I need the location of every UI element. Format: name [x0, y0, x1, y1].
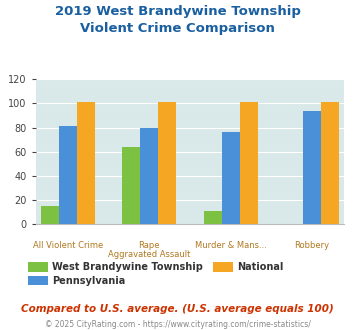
Text: Aggravated Assault: Aggravated Assault [108, 250, 190, 259]
Text: West Brandywine Township: West Brandywine Township [52, 262, 203, 272]
Bar [77, 102, 95, 224]
Text: Pennsylvania: Pennsylvania [52, 276, 125, 285]
Bar [240, 102, 257, 224]
Bar [41, 206, 59, 224]
Bar [59, 126, 77, 224]
Bar [140, 128, 158, 224]
Text: Robbery: Robbery [295, 241, 330, 250]
Text: © 2025 CityRating.com - https://www.cityrating.com/crime-statistics/: © 2025 CityRating.com - https://www.city… [45, 319, 310, 329]
Text: Murder & Mans...: Murder & Mans... [195, 241, 267, 250]
Bar [122, 147, 140, 224]
Bar [222, 132, 240, 224]
Bar [158, 102, 176, 224]
Bar [303, 111, 321, 224]
Text: All Violent Crime: All Violent Crime [33, 241, 103, 250]
Bar [321, 102, 339, 224]
Text: Rape: Rape [138, 241, 160, 250]
Text: 2019 West Brandywine Township
Violent Crime Comparison: 2019 West Brandywine Township Violent Cr… [55, 5, 300, 35]
Text: National: National [237, 262, 283, 272]
Bar [204, 211, 222, 224]
Text: Compared to U.S. average. (U.S. average equals 100): Compared to U.S. average. (U.S. average … [21, 304, 334, 314]
